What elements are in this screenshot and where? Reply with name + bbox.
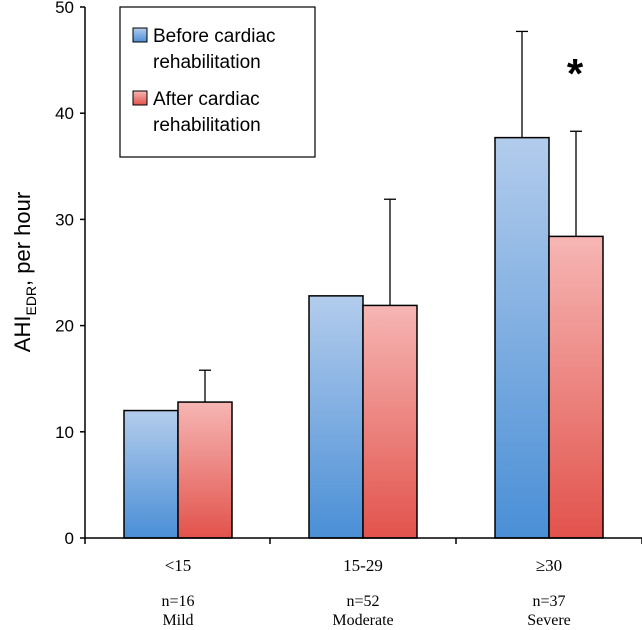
bar-before-1 xyxy=(308,295,364,539)
error-bars xyxy=(199,30,582,403)
bar-after-2 xyxy=(548,235,604,539)
y-axis-ticks: 0 10 20 30 40 50 xyxy=(55,0,85,548)
bar-before-0 xyxy=(123,409,179,539)
x-category-severity: Severe xyxy=(527,612,571,629)
y-tick-label: 30 xyxy=(55,210,74,229)
legend: Before cardiac rehabilitation After card… xyxy=(119,6,316,158)
y-tick-label: 20 xyxy=(55,317,74,336)
x-category-label: 15-29 xyxy=(343,556,383,575)
x-category-count: n=52 xyxy=(346,593,379,610)
x-category-label: ≥30 xyxy=(536,556,562,575)
legend-box xyxy=(119,6,316,158)
y-tick-label: 0 xyxy=(65,529,74,548)
x-category-severity: Mild xyxy=(162,612,193,629)
legend-label-before: Before cardiac rehabilitation xyxy=(153,26,281,73)
y-tick-label: 50 xyxy=(55,0,74,17)
y-axis-label: AHIEDR, per hour xyxy=(10,192,39,352)
x-category-label: <15 xyxy=(165,556,192,575)
x-category-severity: Moderate xyxy=(332,612,393,629)
x-category-count: n=16 xyxy=(161,593,194,610)
bar-before-2 xyxy=(494,136,550,539)
y-tick-label: 10 xyxy=(55,423,74,442)
bar-after-0 xyxy=(177,401,233,539)
legend-swatch-after xyxy=(132,90,148,106)
y-tick-label: 40 xyxy=(55,104,74,123)
x-axis-labels: <15 n=16 Mild 15-29 n=52 Moderate ≥30 n=37 Sever… xyxy=(84,538,642,629)
bars xyxy=(123,136,604,539)
legend-label-after: After cardiac rehabilitation xyxy=(153,89,265,136)
legend-swatch-before xyxy=(132,27,148,43)
significance-asterisk: * xyxy=(567,50,584,97)
x-category-count: n=37 xyxy=(532,593,565,610)
bar-after-1 xyxy=(362,304,418,539)
